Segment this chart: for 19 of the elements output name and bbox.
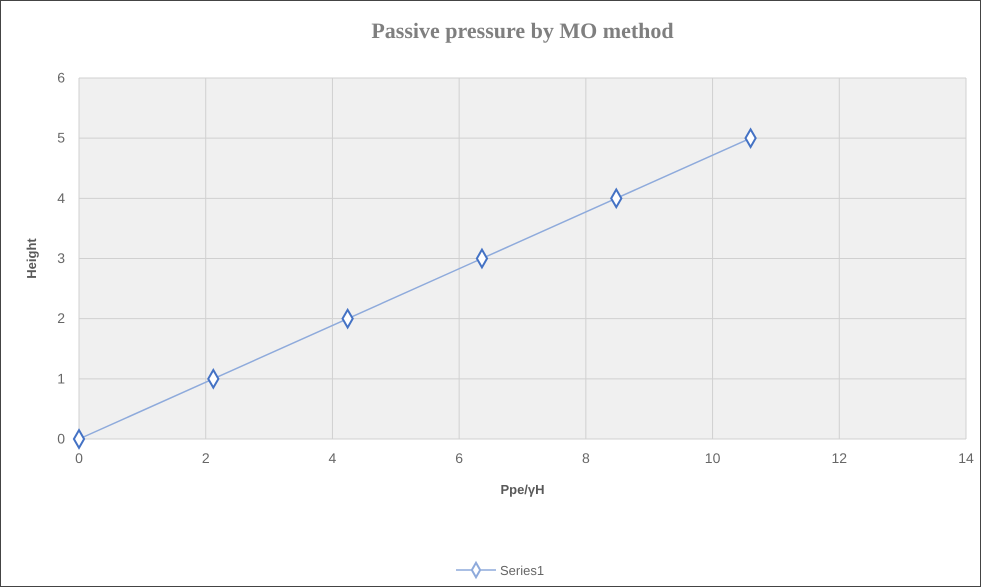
- x-tick-label: 14: [958, 450, 974, 466]
- x-tick-label: 0: [75, 450, 84, 466]
- legend-label: Series1: [500, 563, 544, 578]
- x-tick-label: 12: [831, 450, 848, 466]
- y-tick-label: 1: [57, 370, 66, 386]
- x-tick-label: 4: [328, 450, 337, 466]
- y-tick-label: 5: [57, 130, 66, 146]
- y-axis-title: Height: [24, 238, 39, 279]
- y-tick-label: 0: [57, 430, 66, 446]
- y-tick-label: 3: [57, 250, 66, 266]
- chart-title: Passive pressure by MO method: [371, 18, 674, 43]
- y-tick-label: 2: [57, 310, 66, 326]
- y-tick-label: 6: [57, 69, 66, 86]
- x-tick-label: 2: [202, 450, 210, 466]
- x-tick-label: 8: [582, 450, 590, 466]
- x-tick-label: 10: [704, 450, 721, 466]
- x-axis-title: Ppe/γH: [500, 482, 545, 497]
- x-tick-label: 6: [455, 450, 464, 466]
- y-tick-label: 4: [57, 190, 66, 206]
